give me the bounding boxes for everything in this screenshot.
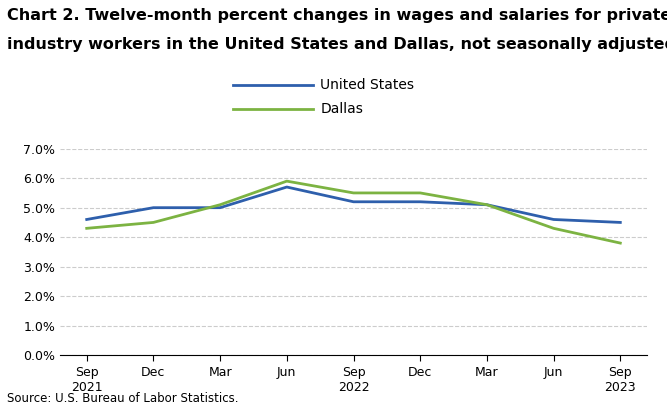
Text: industry workers in the United States and Dallas, not seasonally adjusted: industry workers in the United States an… [7, 37, 667, 52]
Text: United States: United States [320, 78, 414, 92]
Text: Dallas: Dallas [320, 102, 363, 116]
Text: Chart 2. Twelve-month percent changes in wages and salaries for private: Chart 2. Twelve-month percent changes in… [7, 8, 667, 23]
Text: Source: U.S. Bureau of Labor Statistics.: Source: U.S. Bureau of Labor Statistics. [7, 392, 238, 405]
